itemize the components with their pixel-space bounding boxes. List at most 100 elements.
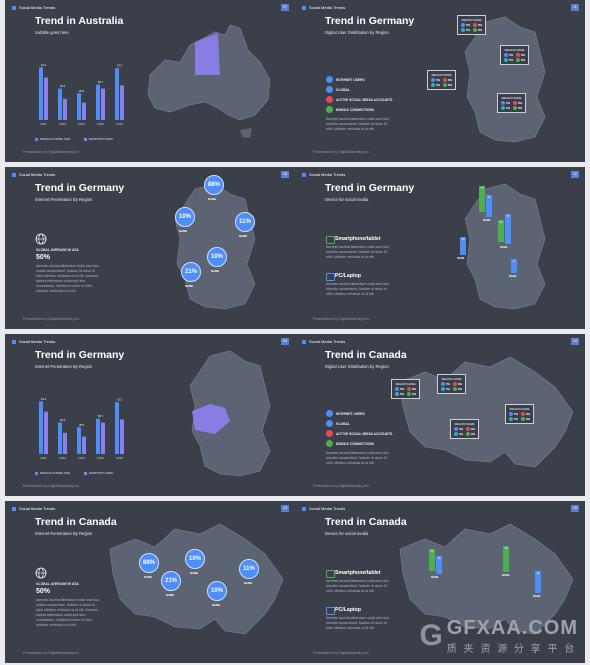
device-bar: 47: [505, 214, 511, 244]
legend-internet-users: INTERNET USERS: [326, 410, 365, 417]
description: Aenean lacinia bibendum nulla sed duo lo…: [326, 245, 389, 259]
bar-data-label: 61.2: [41, 397, 47, 401]
x-tick-label: 2011: [40, 122, 47, 126]
slide-canada-distribution[interactable]: Social Media Trends 14 Trend in Canada D…: [295, 334, 585, 496]
slide-subtitle: Digital User Distribution by Region: [325, 364, 389, 369]
legend-active-social: ACTIVE SOCIAL MEDIA ACCOUNTS: [326, 430, 392, 437]
x-tick-label: 2015: [116, 122, 123, 126]
slide-canada-penetration[interactable]: Social Media Trends 13 Trend in Canada I…: [5, 501, 295, 663]
description: Aenean lacinia bibendum nulla sed duo lo…: [326, 616, 389, 630]
bar-desktop: [44, 411, 48, 454]
bar-data-label: 72.3: [117, 398, 123, 402]
bar-name: NAME: [502, 574, 510, 577]
bar-data-label: 60.7: [98, 414, 104, 418]
map-pin[interactable]: 11%: [235, 212, 255, 232]
bar-mobile: [39, 401, 43, 454]
global-average-value: 50%: [36, 588, 51, 595]
region-box: REGION NAME 5% 8% 5% 8%: [437, 374, 467, 394]
bar-data-label: 29.4: [60, 84, 66, 88]
description: Aenean lacinia bibendum nulla sed duo, m…: [36, 598, 100, 627]
region-box: REGION NAME 5% 8% 5% 8%: [450, 419, 480, 439]
brand: Social Media Trends: [12, 172, 55, 177]
slide-subtitle: Device for social media: [325, 197, 369, 202]
pin-label: NAME: [208, 197, 217, 201]
map-pin[interactable]: 10%: [175, 207, 195, 227]
bar-name: NAME: [500, 246, 508, 249]
brand: Social Media Trends: [12, 506, 55, 511]
x-tick-label: 2013: [78, 456, 85, 460]
device-label-smartphone: Smartphone/tablet: [335, 236, 381, 242]
pin-label: NAME: [244, 581, 253, 585]
bar-name: NAME: [533, 595, 541, 598]
device-label-laptop: PC/Laptop: [335, 607, 361, 613]
slide-germany-distribution[interactable]: Social Media Trends 11 Trend in Germany …: [295, 0, 585, 162]
device-bar: 23: [460, 237, 466, 255]
device-bar: 75: [479, 186, 485, 212]
slide-number: 14: [571, 338, 579, 345]
bar-desktop: [101, 422, 105, 454]
legend-global: GLOBAL: [326, 420, 350, 427]
laptop-icon: [326, 607, 335, 615]
slide-number: 09: [281, 338, 289, 345]
bar-name: NAME: [457, 257, 465, 260]
slide-subtitle: Internet Penetration By Region: [35, 531, 93, 536]
slide-subtitle: Device for social media: [325, 531, 369, 536]
map-pin[interactable]: 10%: [207, 581, 227, 601]
footer: Presentation by DigitalMarketing Inc.: [313, 651, 370, 655]
map-pin[interactable]: 88%: [139, 553, 159, 573]
bar-mobile: [115, 402, 119, 454]
canada-map: [399, 523, 574, 635]
slide-germany-penetration[interactable]: Social Media Trends 10 Trend in Germany …: [5, 167, 295, 329]
region-box: REGION NAME 5% 8% 5% 8%: [497, 93, 527, 113]
bar-desktop: [82, 436, 86, 454]
global-average-label: GLOBAL AVERAGE IN USA: [36, 582, 79, 586]
laptop-icon: [326, 273, 335, 281]
map-pin[interactable]: 11%: [239, 559, 259, 579]
chart-legend: MOBILE PHONE USE DESKTOP USER: [35, 471, 113, 475]
description: Aenean lacinia bibendum nulla sed duo lo…: [326, 117, 389, 131]
germany-map: [464, 183, 546, 310]
map-pin[interactable]: 21%: [161, 571, 181, 591]
description: Aenean lacinia bibendum nulla sed duo lo…: [326, 451, 389, 465]
pin-label: NAME: [166, 593, 175, 597]
slide-germany-chart[interactable]: Social Media Trends 09 Trend in Germany …: [5, 334, 295, 496]
slide-title: Trend in Germany: [35, 349, 125, 361]
slide-germany-device[interactable]: Social Media Trends 12 Trend in Germany …: [295, 167, 585, 329]
bar-mobile: [39, 67, 43, 120]
device-bar: 59: [429, 549, 435, 571]
bar-chart: 61.2 2011 29.4 2012 25.6 2013 60.7 2014 72.3 2015: [39, 397, 124, 460]
map-pin[interactable]: 21%: [181, 262, 201, 282]
region-box: REGION NAME 5% 8% 5% 8%: [427, 70, 457, 90]
brand: Social Media Trends: [302, 339, 345, 344]
bar-desktop: [82, 102, 86, 120]
map-pin[interactable]: 10%: [185, 549, 205, 569]
device-bar: 60: [486, 195, 492, 217]
legend-active-social: ACTIVE SOCIAL MEDIA ACCOUNTS: [326, 96, 392, 103]
map-pin[interactable]: 88%: [204, 175, 224, 195]
global-average-label: GLOBAL AVERAGE IN USA: [36, 248, 79, 252]
x-tick-label: 2011: [40, 456, 47, 460]
footer: Presentation by DigitalMarketing Inc.: [23, 150, 80, 154]
x-tick-label: 2014: [97, 122, 104, 126]
bar-desktop: [101, 88, 105, 120]
watermark-subtext: 质 夹 资 源 分 享 平 台: [446, 644, 577, 655]
slide-number: 15: [571, 505, 579, 512]
bar-desktop: [63, 98, 67, 120]
legend-mobile-connections: MOBILE CONNECTIONS: [326, 440, 374, 447]
slide-number: 10: [281, 171, 289, 178]
slide-australia[interactable]: Social Media Trends 07 Trend in Australi…: [5, 0, 295, 162]
footer: Presentation by DigitalMarketing Inc.: [313, 317, 370, 321]
globe-icon: [35, 233, 47, 245]
map-pin[interactable]: 10%: [207, 247, 227, 267]
region-box: REGION NAME 5% 8% 5% 8%: [505, 404, 535, 424]
x-tick-label: 2012: [59, 122, 66, 126]
bar-name: NAME: [431, 576, 439, 579]
footer: Presentation by DigitalMarketing Inc.: [313, 150, 370, 154]
region-box: REGION NAME 5% 8% 5% 8%: [500, 45, 530, 65]
slide-number: 12: [571, 171, 579, 178]
legend-global: GLOBAL: [326, 86, 350, 93]
slide-title: Trend in Canada: [35, 516, 117, 528]
slide-canada-device[interactable]: Social Media Trends 15 Trend in Canada D…: [295, 501, 585, 663]
bar-data-label: 25.6: [79, 89, 85, 93]
description: Aenean lacinia bibendum nulla sed duo, m…: [36, 264, 100, 293]
